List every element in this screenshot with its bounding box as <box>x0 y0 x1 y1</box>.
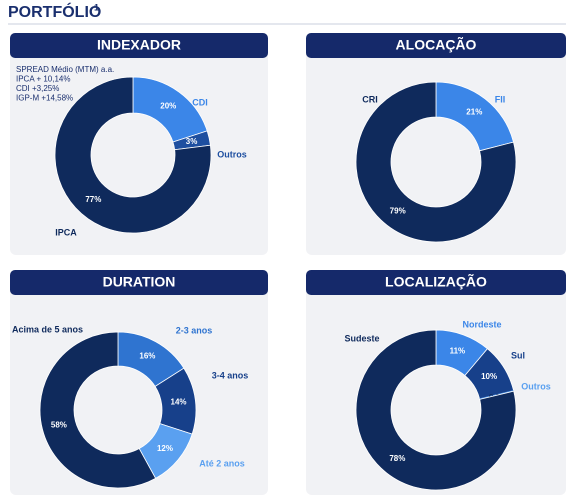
annotation: IGP-M +14,58% <box>16 94 73 103</box>
donut-slice <box>54 76 212 234</box>
category-label: 3-4 anos <box>212 370 249 380</box>
category-label: Outros <box>217 149 247 159</box>
category-label: IPCA <box>55 227 77 237</box>
panel-title: DURATION <box>103 274 176 290</box>
donut-slice <box>39 331 157 489</box>
value-label: 11% <box>450 346 466 355</box>
annotation: CDI +3,25% <box>16 84 59 93</box>
panel-header <box>306 33 566 58</box>
category-label: 2-3 anos <box>176 325 213 335</box>
value-label: 10% <box>481 372 497 381</box>
category-label: Nordeste <box>462 319 501 329</box>
value-label: 58% <box>51 420 67 429</box>
donut-slice <box>355 81 517 243</box>
annotation: IPCA + 10,14% <box>16 75 70 84</box>
category-label: FII <box>495 94 506 104</box>
panel-header <box>306 270 566 295</box>
panel-title: INDEXADOR <box>97 37 181 53</box>
value-label: 78% <box>389 454 405 463</box>
panel-header <box>10 270 268 295</box>
panel-title: ALOCAÇÃO <box>396 36 477 53</box>
category-label: Acima de 5 anos <box>12 324 83 334</box>
category-label: Até 2 anos <box>199 458 245 468</box>
category-label: Sudeste <box>344 333 379 343</box>
donut-slice <box>355 329 517 491</box>
value-label: 3% <box>186 137 198 146</box>
category-label: CRI <box>362 94 378 104</box>
panel-header <box>10 33 268 58</box>
category-label: Sul <box>511 350 525 360</box>
value-label: 16% <box>139 352 155 361</box>
category-label: Outros <box>521 381 551 391</box>
value-label: 79% <box>390 206 406 215</box>
annotation: SPREAD Médio (MTM) a.a. <box>16 65 114 74</box>
value-label: 20% <box>160 102 176 111</box>
value-label: 77% <box>85 195 101 204</box>
page-title: PORTFÓLIO <box>8 2 101 21</box>
category-label: CDI <box>192 97 208 107</box>
value-label: 21% <box>466 108 482 117</box>
value-label: 14% <box>171 397 187 406</box>
value-label: 12% <box>157 444 173 453</box>
panel-title: LOCALIZAÇÃO <box>385 273 487 290</box>
page-title-footnote: 1 <box>94 2 99 12</box>
